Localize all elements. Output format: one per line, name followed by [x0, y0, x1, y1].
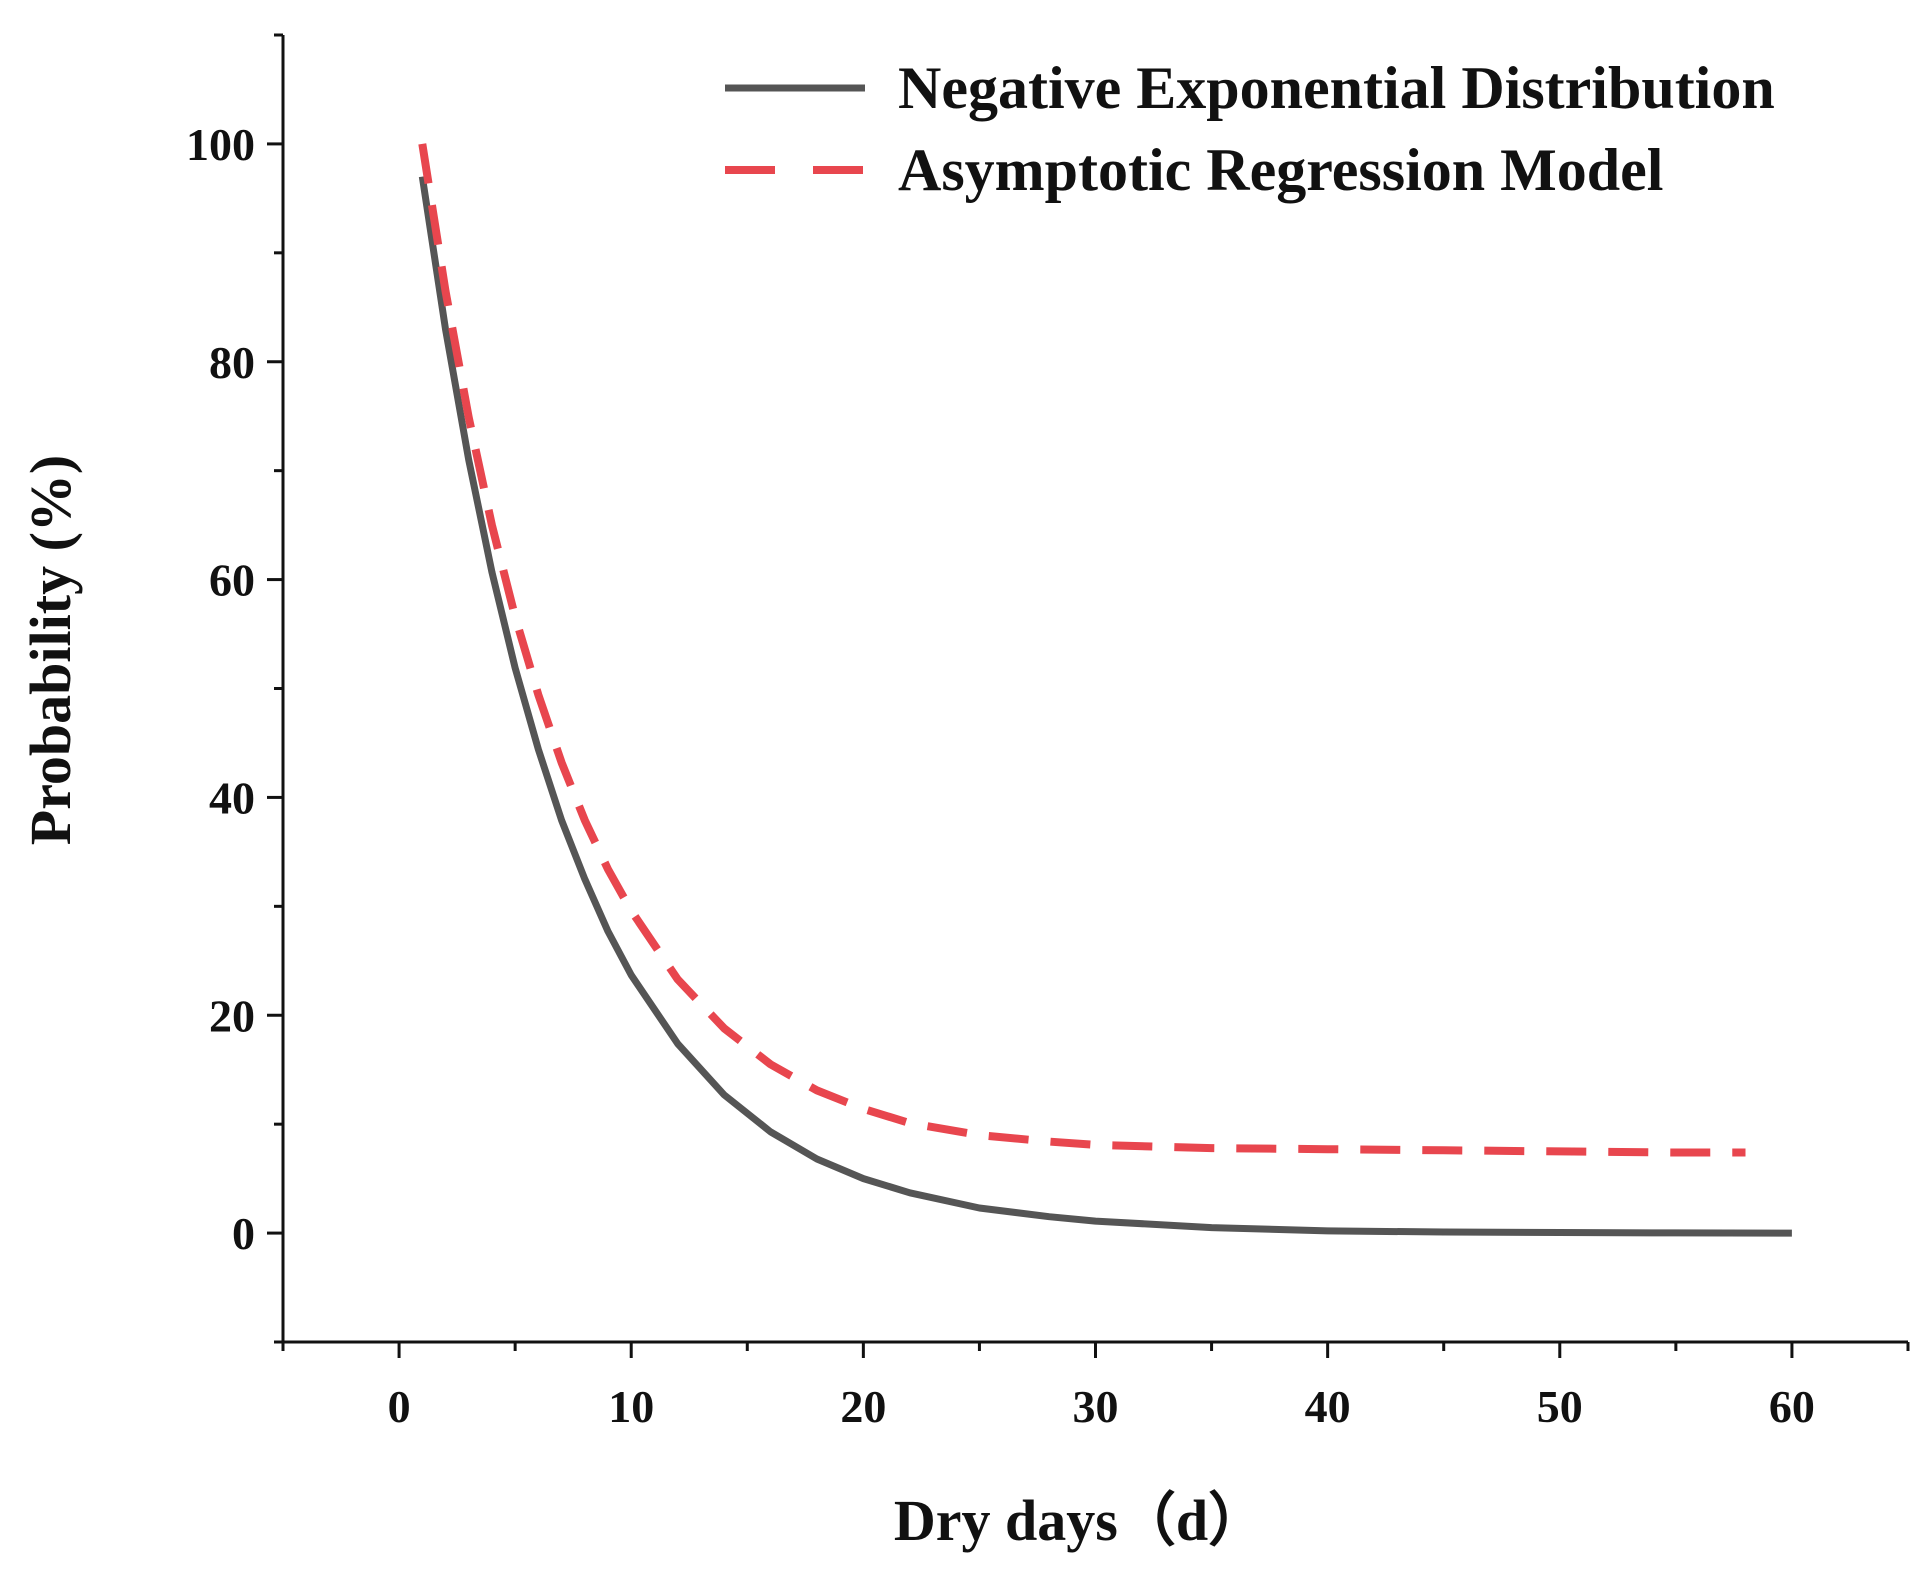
legend-label-1: Negative Exponential Distribution — [898, 55, 1775, 121]
x-tick-label: 0 — [388, 1381, 411, 1432]
y-tick-label: 40 — [209, 772, 255, 823]
plot-area — [418, 143, 1792, 1237]
series-line-1 — [418, 176, 1792, 1237]
y-tick-label: 0 — [232, 1208, 255, 1259]
legend-label-2: Asymptotic Regression Model — [898, 137, 1663, 203]
x-tick-label: 50 — [1537, 1381, 1583, 1432]
x-axis-title: Dry days（d） — [894, 1488, 1266, 1553]
legend: Negative Exponential Distribution Asympto… — [725, 55, 1775, 203]
y-tick-label: 60 — [209, 555, 255, 606]
x-tick-label: 30 — [1073, 1381, 1119, 1432]
x-tick-label: 20 — [840, 1381, 886, 1432]
y-axis-title: Probability (%) — [18, 455, 83, 845]
y-tick-label: 80 — [209, 337, 255, 388]
x-tick-label: 60 — [1769, 1381, 1815, 1432]
series-line-2 — [418, 143, 1746, 1157]
x-tick-label: 10 — [608, 1381, 654, 1432]
y-tick-label: 100 — [186, 119, 255, 170]
y-tick-label: 20 — [209, 990, 255, 1041]
x-tick-label: 40 — [1305, 1381, 1351, 1432]
axes: 0 20 40 60 80 100 0 10 20 30 40 50 60 — [186, 33, 1910, 1432]
